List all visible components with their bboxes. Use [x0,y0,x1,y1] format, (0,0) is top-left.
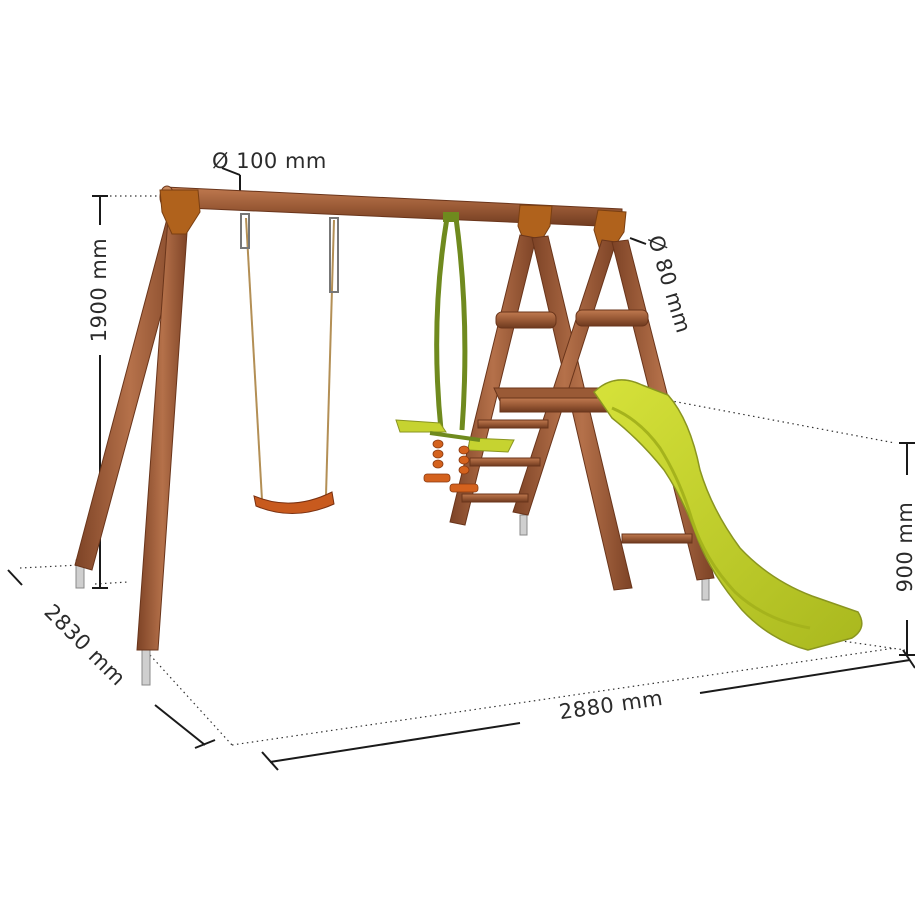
top-beam [159,185,623,228]
post-diameter-label: Ø 80 mm [643,232,695,336]
beam-diameter-label: Ø 100 mm [212,149,327,173]
depth-label: 2830 mm [40,600,131,691]
belt-swing [240,213,339,514]
face-to-face-glider [395,212,515,493]
wave-slide [593,379,863,651]
width-label: 2880 mm [558,686,665,724]
platform-height-label: 900 mm [893,502,915,593]
height-label: 1900 mm [87,238,111,343]
